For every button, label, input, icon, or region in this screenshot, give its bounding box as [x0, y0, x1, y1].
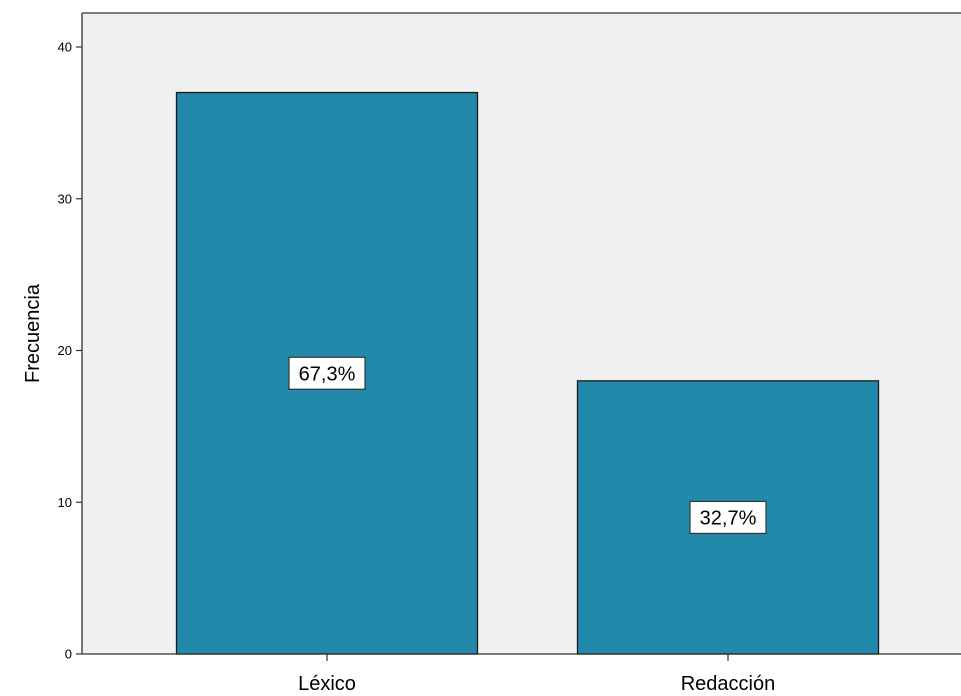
x-category-label: Redacción — [681, 673, 776, 695]
data-label: 32,7% — [700, 508, 757, 530]
y-tick-label: 20 — [58, 343, 72, 358]
y-tick-label: 30 — [58, 191, 72, 206]
x-ticks-group: Léxico Redacción — [298, 654, 775, 695]
data-label: 67,3% — [299, 363, 356, 385]
y-tick-label: 40 — [58, 40, 72, 55]
y-tick-label: 0 — [65, 647, 72, 662]
y-tick-label: 10 — [58, 495, 72, 510]
y-axis-title: Frecuencia — [22, 283, 44, 383]
x-category-label: Léxico — [298, 673, 356, 695]
y-ticks-group: 0 10 20 30 40 — [58, 40, 82, 662]
